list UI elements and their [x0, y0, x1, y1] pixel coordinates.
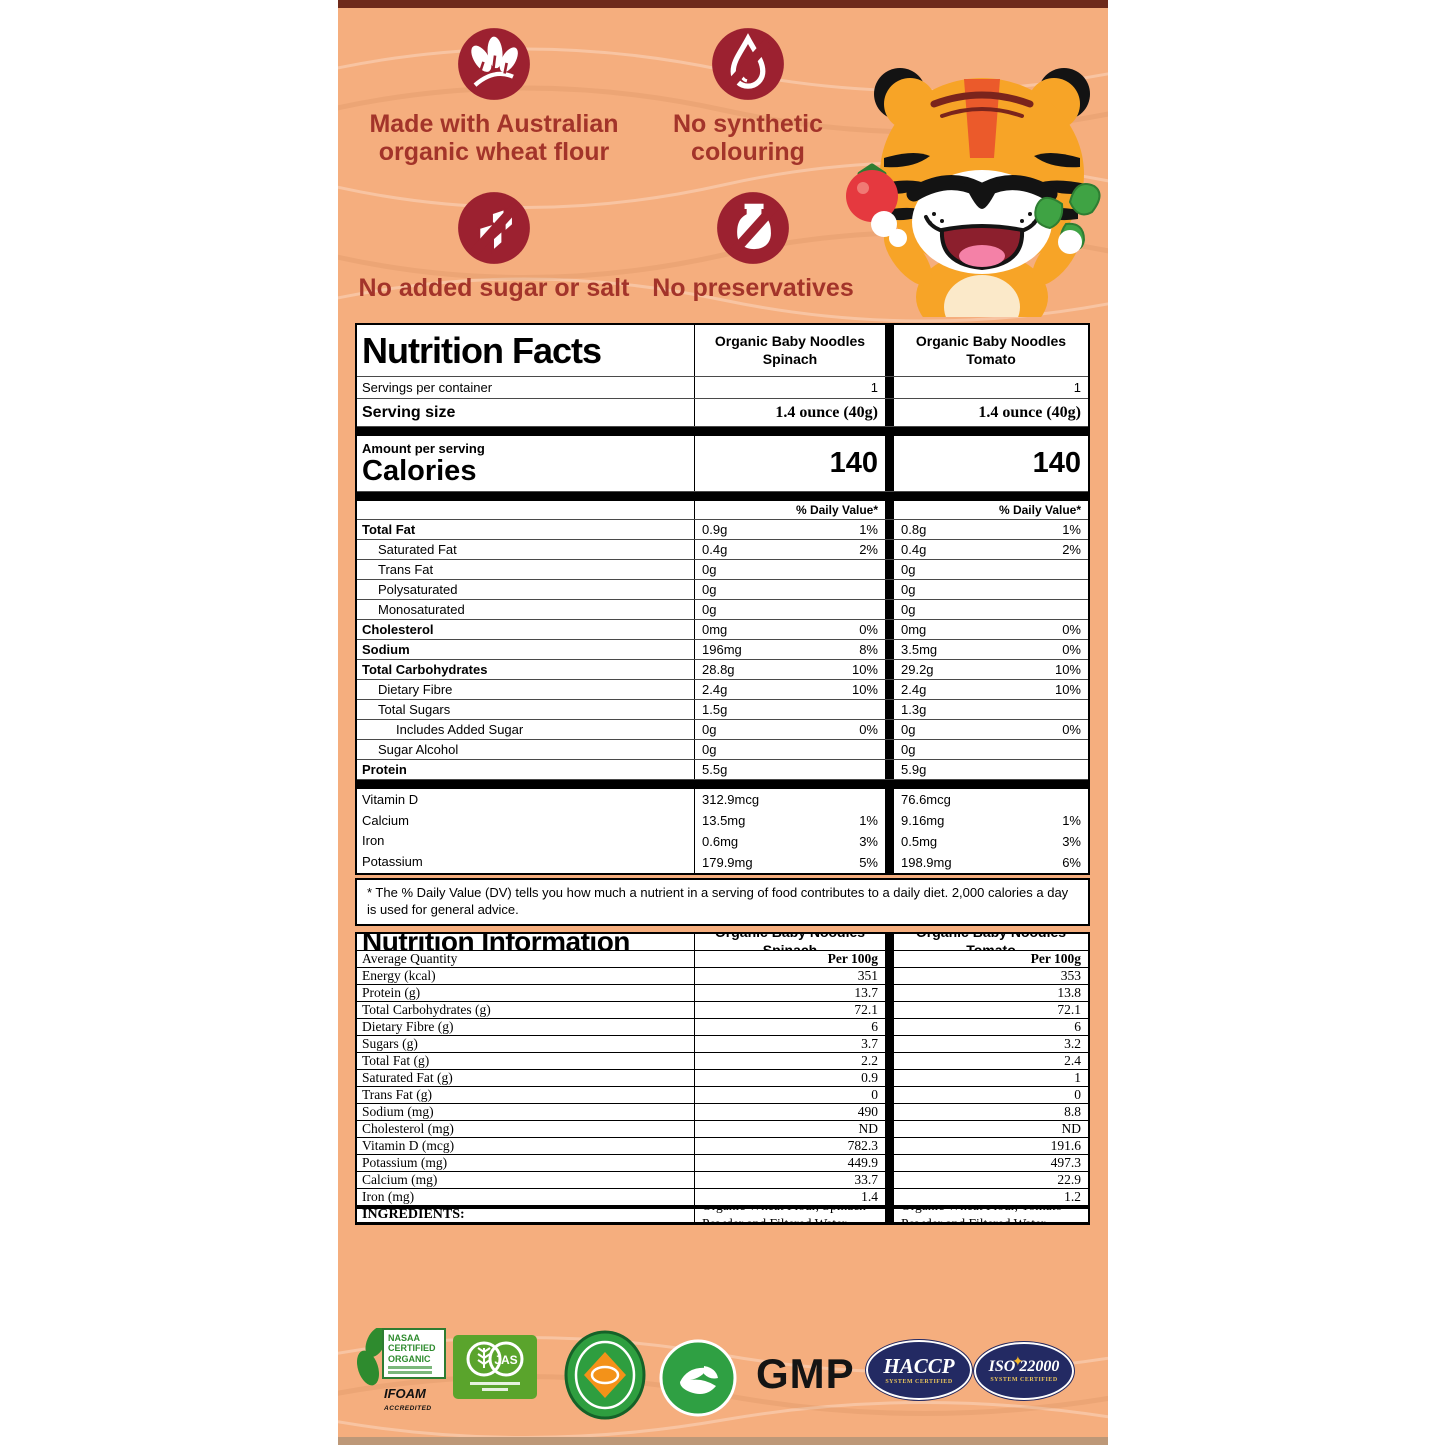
table-row: Sodium 196mg 8% 3.5mg 0% [357, 640, 1088, 660]
amount-per-serving-label: Amount per serving [362, 440, 485, 456]
iso-star-icon: ✦ [1012, 1355, 1024, 1370]
jas-organic-logo: JAS [452, 1334, 538, 1405]
column-divider [885, 325, 894, 376]
table-row: Total Carbohydrates (g) 72.1 72.1 [357, 1001, 1088, 1019]
average-quantity-row: Average Quantity Per 100g Per 100g [357, 950, 1088, 968]
cell-value: 1.4 ounce (40g) [978, 403, 1081, 421]
svg-text:JAS: JAS [494, 1353, 517, 1367]
nasaa-certified-organic-logo: NASAA CERTIFIED ORGANIC IFOAM ACCREDITED [356, 1326, 448, 1411]
table-header-row: Nutrition Information Organic Baby Noodl… [357, 933, 1088, 951]
row-label: Serving size [362, 403, 456, 421]
row-label: Servings per container [362, 380, 493, 395]
table-row: Cholesterol (mg) ND ND [357, 1120, 1088, 1138]
table-row: Sugars (g) 3.7 3.2 [357, 1035, 1088, 1053]
thick-separator [357, 780, 1088, 789]
vitamins-block: Vitamin D Calcium Iron Potassium 312.9mc… [357, 789, 1088, 873]
table-row: Saturated Fat (g) 0.9 1 [357, 1069, 1088, 1087]
claim-no-preservatives: No preservatives [640, 190, 866, 302]
claim-no-synthetic-colouring: No synthetic colouring [650, 26, 846, 166]
table-row: Total Sugars 1.5g 1.3g [357, 700, 1088, 720]
claim-text: No added sugar or salt [358, 274, 630, 302]
column-header-tomato: Organic Baby Noodles Tomato [916, 934, 1066, 951]
bottom-border-bar [338, 1437, 1108, 1445]
table-row: Iron (mg) 1.4 1.2 [357, 1188, 1088, 1206]
table-row: Polysaturated 0g 0g [357, 580, 1088, 600]
wheat-leaves-icon [458, 28, 530, 100]
table-row: Vitamin D (mcg) 782.3 191.6 [357, 1137, 1088, 1155]
certification-logos: NASAA CERTIFIED ORGANIC IFOAM ACCREDITED… [338, 1326, 1108, 1432]
table-row: Potassium (mg) 449.9 497.3 [357, 1154, 1088, 1172]
table-row: Trans Fat (g) 0 0 [357, 1086, 1088, 1104]
no-preservatives-jug-icon [717, 192, 789, 264]
column-header-spinach: Organic Baby Noodles Spinach [715, 934, 865, 951]
servings-row: Servings per container 1 1 [357, 377, 1088, 399]
table-row: Sodium (mg) 490 8.8 [357, 1103, 1088, 1121]
table-row: Protein 5.5g 5.9g [357, 760, 1088, 780]
cell-value: 1.4 ounce (40g) [775, 403, 878, 421]
daily-value-header: % Daily Value* [795, 503, 878, 517]
daily-value-footnote: * The % Daily Value (DV) tells you how m… [355, 878, 1090, 926]
ifoam-accredited-mark: IFOAM ACCREDITED [384, 1386, 432, 1412]
table-row: Energy (kcal) 351 353 [357, 967, 1088, 985]
ingredients-row: INGREDIENTS: Organic Wheat Flour, Spinac… [357, 1205, 1088, 1223]
table-row: Dietary Fibre (g) 6 6 [357, 1018, 1088, 1036]
table-header-row: Nutrition Facts Organic Baby Noodles Spi… [357, 325, 1088, 377]
table-row: Sugar Alcohol 0g 0g [357, 740, 1088, 760]
iso-22000-certification-seal: ISO 22000 ✦ SYSTEM CERTIFIED [973, 1341, 1075, 1401]
no-synthetic-colouring-drop-icon [712, 28, 784, 100]
thick-separator [357, 427, 1088, 436]
table-row: Total Fat 0.9g 1% 0.8g 1% [357, 520, 1088, 540]
ingredients-spinach: Organic Wheat Flour, Spinach Powder and … [695, 1209, 885, 1222]
calories-row: Amount per serving Calories 140 140 [357, 436, 1088, 492]
table-row: Monosaturated 0g 0g [357, 600, 1088, 620]
tiger-mascot [846, 68, 1101, 317]
tomato-illustration [846, 163, 898, 222]
claim-organic-wheat: Made with Australian organic wheat flour [358, 26, 630, 166]
nutrition-tables: Nutrition Facts Organic Baby Noodles Spi… [355, 323, 1090, 1225]
green-food-swirl-seal [658, 1338, 738, 1423]
nasaa-leaves-icon [356, 1326, 387, 1386]
claim-text: No preservatives [652, 274, 854, 302]
table-row: Protein (g) 13.7 13.8 [357, 984, 1088, 1002]
haccp-certification-seal: HACCP SYSTEM CERTIFIED [865, 1339, 973, 1401]
table-row: Dietary Fibre 2.4g 10% 2.4g 10% [357, 680, 1088, 700]
serving-size-row: Serving size 1.4 ounce (40g) 1.4 ounce (… [357, 399, 1088, 427]
table-row: Total Fat (g) 2.2 2.4 [357, 1052, 1088, 1070]
nutrition-facts-table: Nutrition Facts Organic Baby Noodles Spi… [355, 323, 1090, 875]
calories-value-tomato: 140 [1032, 447, 1081, 479]
calories-value-spinach: 140 [829, 447, 878, 479]
table-row: Saturated Fat 0.4g 2% 0.4g 2% [357, 540, 1088, 560]
nutrition-information-title: Nutrition Information [362, 933, 630, 951]
calories-label: Calories [362, 454, 477, 487]
table-row: Total Carbohydrates 28.8g 10% 29.2g 10% [357, 660, 1088, 680]
table-row: Trans Fat 0g 0g [357, 560, 1088, 580]
daily-value-header: % Daily Value* [998, 503, 1081, 517]
column-header-spinach: Organic Baby Noodles Spinach [714, 333, 866, 367]
ingredients-label: INGREDIENTS: [362, 1207, 465, 1223]
claim-no-added-sugar: No added sugar or salt [342, 190, 646, 302]
cell-value: 1 [870, 380, 878, 395]
column-header-tomato: Organic Baby Noodles Tomato [915, 333, 1067, 367]
nutrition-facts-title: Nutrition Facts [362, 329, 602, 371]
nutrition-information-table: Nutrition Information Organic Baby Noodl… [355, 931, 1090, 1225]
organic-thai-seal [564, 1330, 646, 1425]
table-row: Cholesterol 0mg 0% 0mg 0% [357, 620, 1088, 640]
daily-value-header-row: % Daily Value* % Daily Value* [357, 501, 1088, 520]
table-row: Includes Added Sugar 0g 0% 0g 0% [357, 720, 1088, 740]
gmp-mark: GMP [756, 1350, 855, 1397]
cell-value: 1 [1073, 380, 1081, 395]
ingredients-tomato: Organic Wheat Flour, Tomato Powder and F… [894, 1209, 1088, 1222]
top-border-bar [338, 0, 1108, 8]
thick-separator [357, 492, 1088, 501]
claim-text: No synthetic colouring [672, 110, 824, 166]
claim-text: Made with Australian organic wheat flour [369, 110, 619, 166]
package-back-label: Made with Australian organic wheat flour… [338, 0, 1108, 1445]
table-row: Calcium (mg) 33.7 22.9 [357, 1171, 1088, 1189]
no-sugar-cubes-icon [458, 192, 530, 264]
